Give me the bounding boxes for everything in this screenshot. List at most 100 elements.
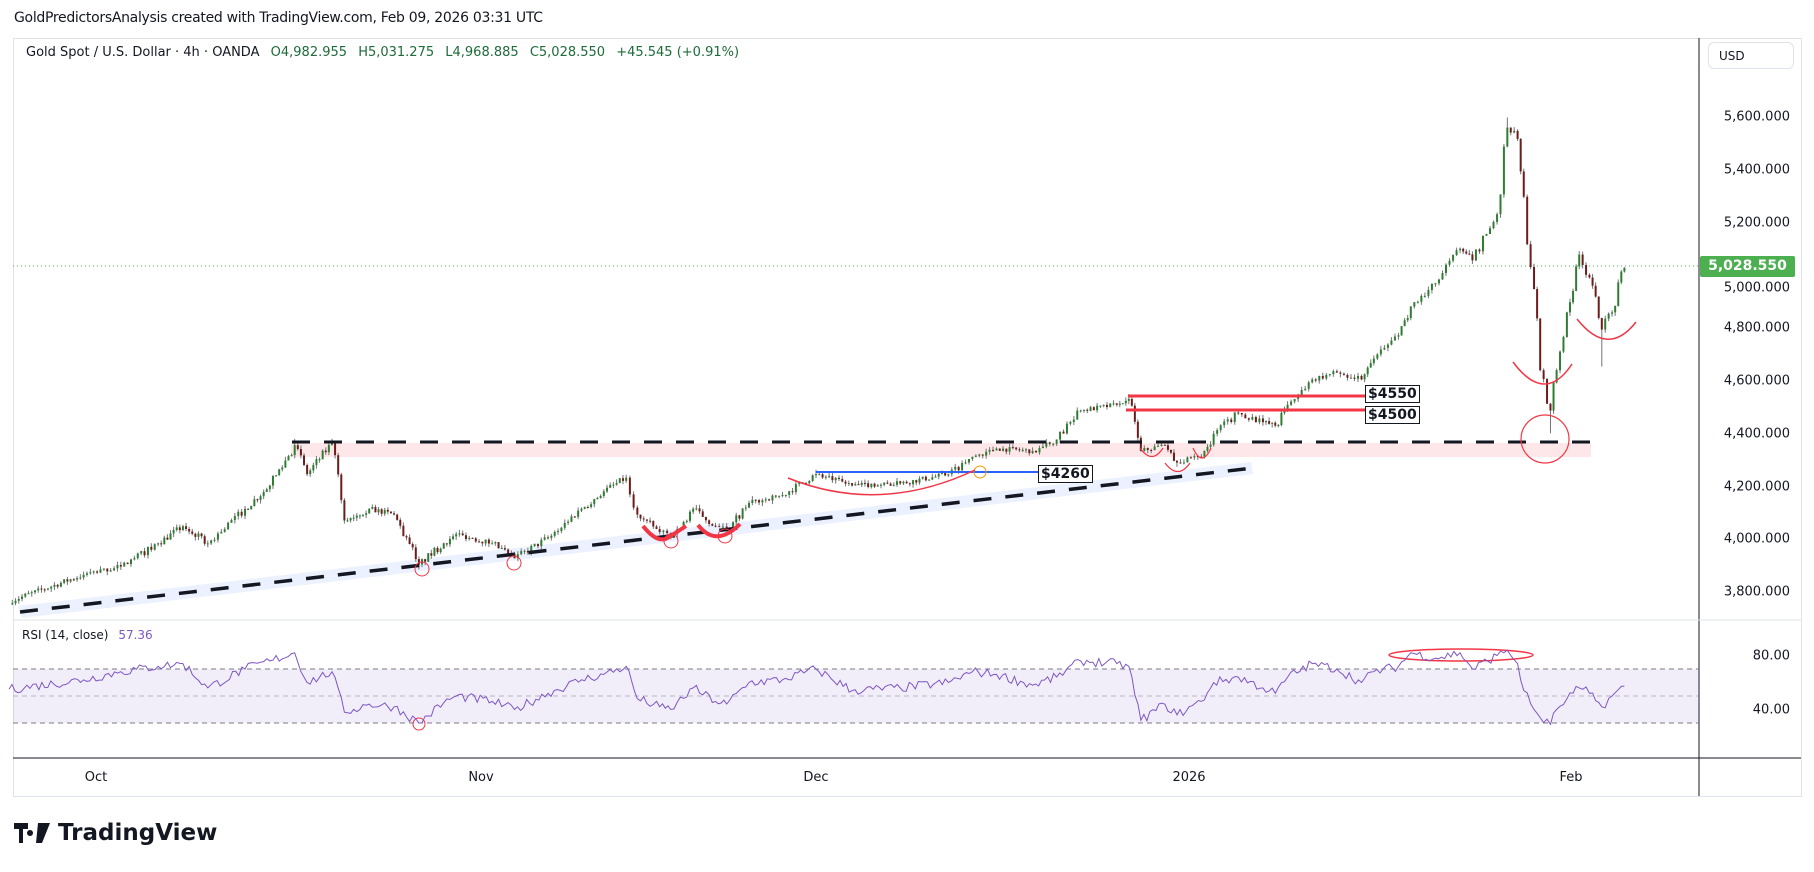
candle-body[interactable] xyxy=(1121,403,1124,405)
candle-body[interactable] xyxy=(1328,374,1331,376)
candle-body[interactable] xyxy=(191,531,194,534)
candle-body[interactable] xyxy=(1182,462,1185,464)
candle-body[interactable] xyxy=(126,562,129,565)
candle-body[interactable] xyxy=(206,543,209,545)
candle-body[interactable] xyxy=(879,484,882,486)
candle-body[interactable] xyxy=(1452,254,1455,261)
candle-body[interactable] xyxy=(1277,425,1280,427)
candle-body[interactable] xyxy=(1172,452,1175,461)
candle-body[interactable] xyxy=(1536,289,1539,319)
candle-body[interactable] xyxy=(1223,421,1226,426)
candle-body[interactable] xyxy=(1516,130,1519,139)
candle-body[interactable] xyxy=(834,477,837,481)
candle-body[interactable] xyxy=(1079,410,1082,412)
candle-body[interactable] xyxy=(1045,442,1048,447)
candle-body[interactable] xyxy=(427,553,430,562)
candle-body[interactable] xyxy=(714,525,717,527)
candle-body[interactable] xyxy=(652,521,655,527)
candle-body[interactable] xyxy=(1300,389,1303,396)
candle-body[interactable] xyxy=(1339,372,1342,374)
candle-body[interactable] xyxy=(609,484,612,488)
candle-body[interactable] xyxy=(1115,403,1118,405)
candle-body[interactable] xyxy=(924,476,927,481)
candle-body[interactable] xyxy=(82,574,85,578)
candle-body[interactable] xyxy=(1542,370,1545,380)
candle-body[interactable] xyxy=(1393,336,1396,341)
candle-body[interactable] xyxy=(764,499,767,501)
candle-body[interactable] xyxy=(1468,253,1471,255)
candle-body[interactable] xyxy=(1552,382,1555,411)
candle-body[interactable] xyxy=(1237,412,1240,414)
candle-body[interactable] xyxy=(685,520,688,522)
candle-body[interactable] xyxy=(1179,462,1182,464)
candle-body[interactable] xyxy=(318,459,321,461)
candle-body[interactable] xyxy=(1522,171,1525,197)
bottom-arc[interactable] xyxy=(1576,318,1637,340)
candle-body[interactable] xyxy=(439,548,442,553)
candle-body[interactable] xyxy=(66,579,69,582)
candle-body[interactable] xyxy=(992,449,995,451)
candle-body[interactable] xyxy=(944,473,947,476)
low-circle-marker[interactable] xyxy=(506,555,522,571)
candle-body[interactable] xyxy=(349,518,352,521)
candle-body[interactable] xyxy=(284,460,287,468)
candle-body[interactable] xyxy=(735,515,738,523)
candle-body[interactable] xyxy=(458,533,461,535)
candle-body[interactable] xyxy=(1539,318,1542,371)
candle-body[interactable] xyxy=(1430,283,1433,290)
candle-body[interactable] xyxy=(964,462,967,464)
candle-body[interactable] xyxy=(143,551,146,556)
candle-body[interactable] xyxy=(1455,250,1458,255)
candle-body[interactable] xyxy=(921,476,924,479)
candle-body[interactable] xyxy=(1230,419,1233,423)
candle-body[interactable] xyxy=(863,482,866,484)
candle-body[interactable] xyxy=(169,533,172,540)
candle-body[interactable] xyxy=(299,449,302,456)
candle-body[interactable] xyxy=(79,577,82,579)
candle-body[interactable] xyxy=(540,539,543,547)
candle-body[interactable] xyxy=(1403,320,1406,327)
candle-body[interactable] xyxy=(621,478,624,481)
candle-body[interactable] xyxy=(200,533,203,537)
candle-body[interactable] xyxy=(109,570,112,572)
candle-body[interactable] xyxy=(355,515,358,518)
candle-body[interactable] xyxy=(1325,374,1328,379)
candle-body[interactable] xyxy=(768,499,771,501)
candle-body[interactable] xyxy=(1600,318,1603,330)
candle-body[interactable] xyxy=(1620,271,1623,283)
candle-body[interactable] xyxy=(666,530,669,533)
candle-body[interactable] xyxy=(794,484,797,493)
candle-body[interactable] xyxy=(748,502,750,508)
candle-body[interactable] xyxy=(1546,379,1549,404)
candle-body[interactable] xyxy=(43,589,46,591)
candle-body[interactable] xyxy=(1005,448,1008,452)
candle-body[interactable] xyxy=(847,483,850,485)
candle-body[interactable] xyxy=(14,600,17,604)
rsi-title[interactable]: RSI (14, close) xyxy=(22,628,109,642)
candle-body[interactable] xyxy=(1499,194,1502,215)
candle-body[interactable] xyxy=(1420,295,1423,302)
candle-body[interactable] xyxy=(741,508,744,519)
candle-body[interactable] xyxy=(445,543,448,545)
candle-body[interactable] xyxy=(321,450,324,460)
candle-body[interactable] xyxy=(157,543,160,545)
candle-body[interactable] xyxy=(1002,448,1005,451)
candle-body[interactable] xyxy=(63,579,66,583)
candle-body[interactable] xyxy=(371,507,374,509)
candle-body[interactable] xyxy=(358,515,361,517)
candle-body[interactable] xyxy=(1591,277,1594,286)
candle-body[interactable] xyxy=(268,485,271,490)
candle-body[interactable] xyxy=(1038,448,1041,453)
candle-body[interactable] xyxy=(981,454,984,456)
candle-body[interactable] xyxy=(85,573,88,575)
candle-body[interactable] xyxy=(1597,296,1600,319)
candle-body[interactable] xyxy=(781,495,784,497)
candle-body[interactable] xyxy=(985,451,988,456)
candle-body[interactable] xyxy=(1143,447,1146,451)
candle-body[interactable] xyxy=(1459,248,1462,251)
candle-body[interactable] xyxy=(119,565,122,567)
candle-body[interactable] xyxy=(216,533,219,540)
candle-body[interactable] xyxy=(1240,412,1243,415)
candle-body[interactable] xyxy=(915,480,918,483)
